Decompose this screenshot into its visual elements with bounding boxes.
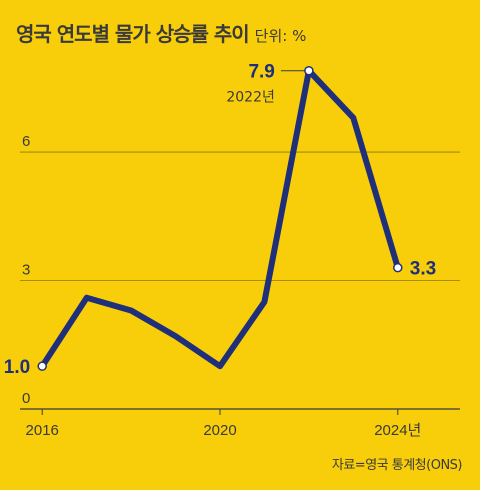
y-tick-label: 0 bbox=[22, 390, 30, 407]
source-note: 자료=영국 통계청(ONS) bbox=[331, 458, 463, 473]
series-line bbox=[39, 67, 401, 370]
data-point-marker bbox=[304, 65, 314, 76]
x-tick-label: 2024년 bbox=[374, 422, 421, 439]
x-tick-label: 2016 bbox=[26, 422, 59, 439]
x-tick-label: 2020 bbox=[203, 422, 236, 439]
data-label: 3.3 bbox=[410, 259, 436, 280]
chart-title-text: 영국 연도별 물가 상승률 추이 bbox=[16, 22, 250, 46]
y-tick-label: 3 bbox=[22, 262, 30, 279]
data-label: 1.0 bbox=[4, 357, 30, 378]
y-tick-label: 6 bbox=[22, 133, 30, 150]
data-label: 7.9 bbox=[248, 62, 274, 83]
annotation-sublabel: 2022년 bbox=[226, 90, 275, 106]
data-point-marker bbox=[37, 361, 47, 371]
chart-title: 영국 연도별 물가 상승률 추이 단위: % bbox=[16, 18, 306, 47]
data-point-marker bbox=[393, 262, 403, 273]
unit-label: 단위: % bbox=[254, 27, 307, 45]
